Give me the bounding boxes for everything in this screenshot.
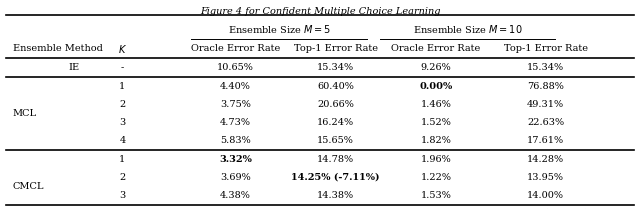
Text: 49.31%: 49.31% xyxy=(527,100,564,109)
Text: 1: 1 xyxy=(119,155,125,164)
Text: 3: 3 xyxy=(119,118,125,127)
Text: -: - xyxy=(121,63,124,72)
Text: 3.69%: 3.69% xyxy=(220,173,251,182)
Text: 16.24%: 16.24% xyxy=(317,118,355,127)
Text: 17.61%: 17.61% xyxy=(527,136,564,145)
Text: 4: 4 xyxy=(119,136,125,145)
Text: 60.40%: 60.40% xyxy=(317,82,354,91)
Text: 3.75%: 3.75% xyxy=(220,100,251,109)
Text: 22.63%: 22.63% xyxy=(527,118,564,127)
Text: 4.38%: 4.38% xyxy=(220,191,251,200)
Text: CMCL: CMCL xyxy=(13,182,44,191)
Text: $K$: $K$ xyxy=(118,43,127,55)
Text: 14.28%: 14.28% xyxy=(527,155,564,164)
Text: 4.73%: 4.73% xyxy=(220,118,251,127)
Text: 15.34%: 15.34% xyxy=(317,63,355,72)
Text: 20.66%: 20.66% xyxy=(317,100,354,109)
Text: 1.22%: 1.22% xyxy=(420,173,452,182)
Text: 2: 2 xyxy=(119,100,125,109)
Text: Oracle Error Rate: Oracle Error Rate xyxy=(191,44,280,53)
Text: 2: 2 xyxy=(119,173,125,182)
Text: 1.82%: 1.82% xyxy=(420,136,451,145)
Text: 5.83%: 5.83% xyxy=(220,136,251,145)
Text: 3: 3 xyxy=(119,191,125,200)
Text: 1.52%: 1.52% xyxy=(420,118,451,127)
Text: 76.88%: 76.88% xyxy=(527,82,564,91)
Text: 9.26%: 9.26% xyxy=(420,63,451,72)
Text: IE: IE xyxy=(68,63,80,72)
Text: 15.34%: 15.34% xyxy=(527,63,564,72)
Text: 14.78%: 14.78% xyxy=(317,155,355,164)
Text: Top-1 Error Rate: Top-1 Error Rate xyxy=(504,44,588,53)
Text: 13.95%: 13.95% xyxy=(527,173,564,182)
Text: 0.00%: 0.00% xyxy=(419,82,452,91)
Text: 1.46%: 1.46% xyxy=(420,100,451,109)
Text: Ensemble Size $M = 10$: Ensemble Size $M = 10$ xyxy=(413,23,522,35)
Text: Oracle Error Rate: Oracle Error Rate xyxy=(392,44,481,53)
Text: 14.00%: 14.00% xyxy=(527,191,564,200)
Text: 1: 1 xyxy=(119,82,125,91)
Text: Figure 4 for Confident Multiple Choice Learning: Figure 4 for Confident Multiple Choice L… xyxy=(200,7,440,16)
Text: 1.96%: 1.96% xyxy=(420,155,451,164)
Text: 10.65%: 10.65% xyxy=(217,63,254,72)
Text: 15.65%: 15.65% xyxy=(317,136,354,145)
Text: 14.25% (-7.11%): 14.25% (-7.11%) xyxy=(291,173,380,182)
Text: 3.32%: 3.32% xyxy=(219,155,252,164)
Text: Top-1 Error Rate: Top-1 Error Rate xyxy=(294,44,378,53)
Text: Ensemble Method: Ensemble Method xyxy=(13,44,102,53)
Text: MCL: MCL xyxy=(13,109,36,118)
Text: 1.53%: 1.53% xyxy=(420,191,451,200)
Text: 14.38%: 14.38% xyxy=(317,191,355,200)
Text: Ensemble Size $M = 5$: Ensemble Size $M = 5$ xyxy=(228,23,331,35)
Text: 4.40%: 4.40% xyxy=(220,82,251,91)
